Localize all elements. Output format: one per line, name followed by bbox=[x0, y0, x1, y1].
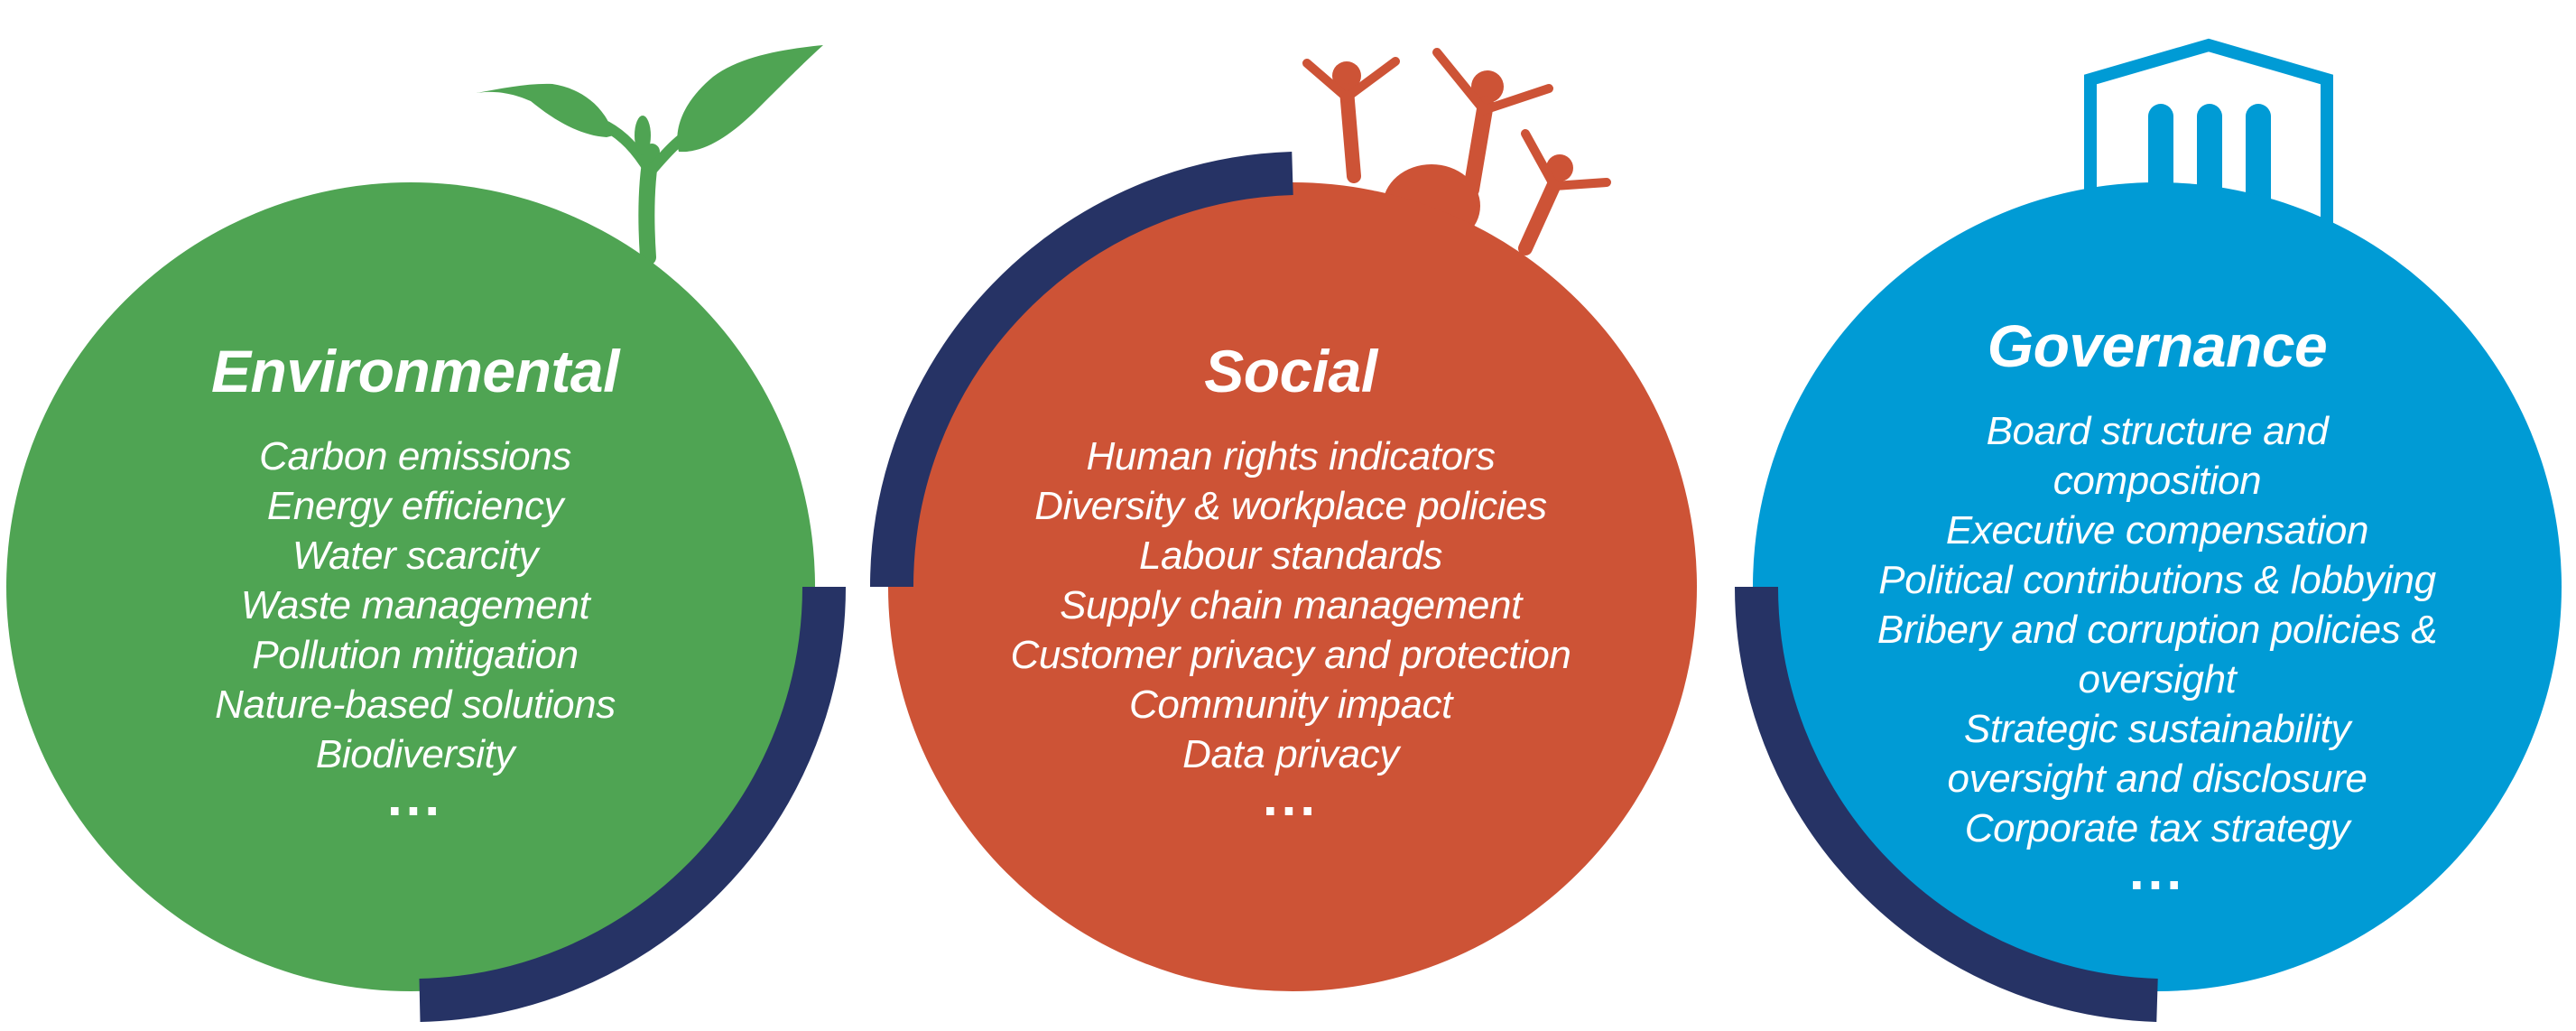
environmental-title: Environmental bbox=[211, 338, 619, 404]
governance-item: Political contributions & lobbying bbox=[1878, 558, 2436, 602]
governance-text-block: Governance Board structure and compositi… bbox=[1814, 312, 2500, 901]
environmental-item: Energy efficiency bbox=[266, 484, 564, 528]
environmental-text-block: Environmental Carbon emissions Energy ef… bbox=[126, 338, 704, 827]
social-text-block: Social Human rights indicators Diversity… bbox=[966, 338, 1616, 827]
social-item: Labour standards bbox=[1138, 534, 1443, 578]
environmental-arc bbox=[419, 586, 846, 1022]
governance-circle bbox=[1753, 182, 2562, 991]
social-circle bbox=[888, 182, 1697, 991]
social-item: Community impact bbox=[1129, 683, 1452, 727]
social-arc bbox=[870, 152, 1293, 588]
governance-item: Strategic sustainability bbox=[1963, 707, 2351, 751]
governance-arc bbox=[1735, 586, 2158, 1022]
environmental-item: Biodiversity bbox=[315, 732, 515, 776]
building-icon bbox=[2084, 38, 2333, 224]
social-item: Supply chain management bbox=[1060, 583, 1522, 627]
environmental-item: Nature-based solutions bbox=[215, 683, 616, 727]
environmental-item: Carbon emissions bbox=[259, 434, 571, 478]
social-item: Diversity & workplace policies bbox=[1034, 484, 1547, 528]
governance-item: oversight and disclosure bbox=[1947, 757, 2368, 801]
governance-item: composition bbox=[2052, 459, 2262, 503]
governance-item: Board structure and bbox=[1986, 409, 2329, 453]
social-pillar bbox=[870, 48, 1697, 991]
social-items: Human rights indicators Diversity & work… bbox=[966, 432, 1616, 779]
governance-item: Bribery and corruption policies & bbox=[1876, 608, 2438, 652]
governance-item: Corporate tax strategy bbox=[1964, 806, 2350, 850]
governance-ellipsis: ... bbox=[2128, 841, 2185, 901]
environmental-items: Carbon emissions Energy efficiency Water… bbox=[126, 432, 704, 779]
governance-pillar bbox=[1735, 38, 2562, 1022]
environmental-ellipsis: ... bbox=[386, 766, 443, 827]
environmental-circle bbox=[6, 182, 815, 991]
environmental-item: Waste management bbox=[240, 583, 590, 627]
sprout-icon bbox=[477, 45, 823, 265]
governance-item: Executive compensation bbox=[1945, 508, 2369, 553]
social-item: Human rights indicators bbox=[1086, 434, 1496, 478]
environmental-pillar bbox=[6, 45, 846, 1022]
environmental-item: Pollution mitigation bbox=[252, 633, 579, 677]
governance-title: Governance bbox=[1987, 312, 2328, 379]
social-title: Social bbox=[1204, 338, 1377, 404]
environmental-item: Water scarcity bbox=[292, 534, 539, 578]
governance-item: oversight bbox=[2078, 657, 2237, 701]
social-item: Data privacy bbox=[1182, 732, 1399, 776]
social-item: Customer privacy and protection bbox=[1010, 633, 1571, 677]
governance-items: Board structure and composition Executiv… bbox=[1814, 406, 2500, 853]
social-ellipsis: ... bbox=[1262, 766, 1319, 827]
